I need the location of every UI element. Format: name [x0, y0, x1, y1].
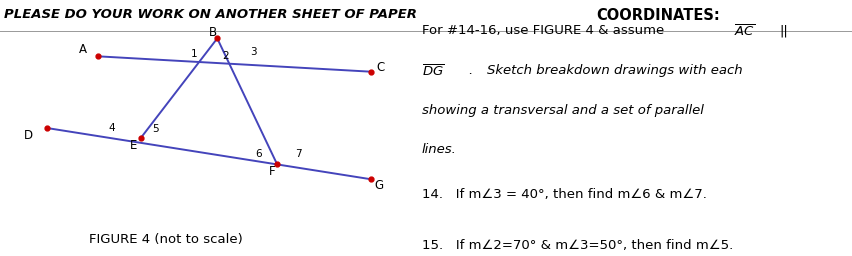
Text: 14.   If m∠3 = 40°, then find m∠6 & m∠7.: 14. If m∠3 = 40°, then find m∠6 & m∠7.	[422, 188, 706, 201]
Text: COORDINATES:: COORDINATES:	[596, 8, 720, 23]
Text: PLEASE DO YOUR WORK ON ANOTHER SHEET OF PAPER: PLEASE DO YOUR WORK ON ANOTHER SHEET OF …	[4, 8, 417, 21]
Text: D: D	[24, 129, 32, 142]
Text: G: G	[375, 179, 383, 192]
Text: $\overline{DG}$: $\overline{DG}$	[422, 64, 444, 79]
Text: 3: 3	[250, 47, 257, 57]
Text: 1: 1	[191, 49, 198, 59]
Text: 7: 7	[295, 149, 302, 159]
Text: A: A	[78, 44, 87, 56]
Text: ||: ||	[780, 24, 788, 37]
Text: showing a transversal and a set of parallel: showing a transversal and a set of paral…	[422, 104, 704, 117]
Text: 6: 6	[255, 148, 262, 159]
Text: F: F	[269, 165, 276, 178]
Text: FIGURE 4 (not to scale): FIGURE 4 (not to scale)	[89, 233, 243, 246]
Text: C: C	[377, 61, 385, 73]
Text: $\overline{AC}$: $\overline{AC}$	[734, 24, 755, 40]
Text: 4: 4	[108, 123, 115, 133]
Text: 15.   If m∠2=70° & m∠3=50°, then find m∠5.: 15. If m∠2=70° & m∠3=50°, then find m∠5.	[422, 239, 733, 252]
Text: E: E	[130, 140, 137, 152]
Text: B: B	[209, 26, 217, 38]
Text: .    Sketch breakdown drawings with each: . Sketch breakdown drawings with each	[469, 64, 743, 77]
Text: lines.: lines.	[422, 143, 457, 156]
Text: 2: 2	[222, 51, 229, 61]
Text: 5: 5	[153, 123, 159, 134]
Text: For #14-16, use FIGURE 4 & assume: For #14-16, use FIGURE 4 & assume	[422, 24, 668, 37]
